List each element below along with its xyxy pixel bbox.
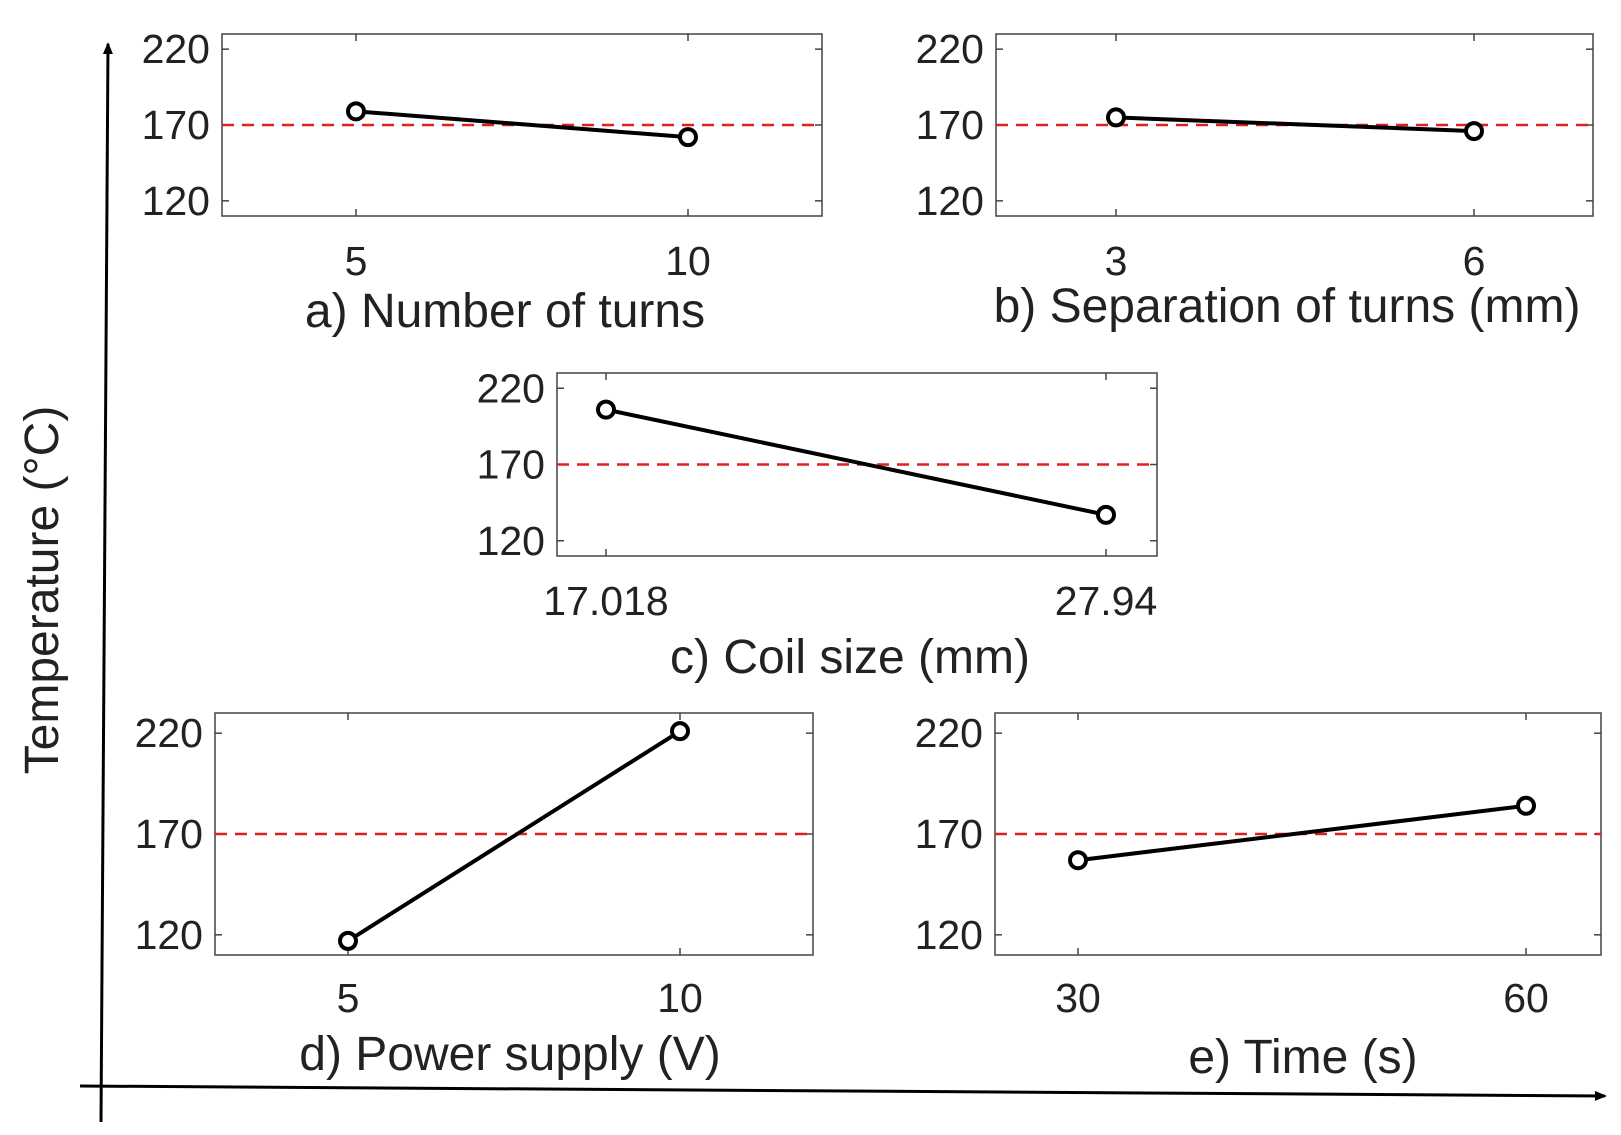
data-point — [1096, 504, 1116, 525]
y-tick-label: 120 — [477, 518, 545, 564]
x-tick-label: 6 — [1463, 238, 1486, 284]
data-point — [678, 127, 698, 148]
y-tick-label: 170 — [135, 811, 203, 857]
y-tick-label: 170 — [142, 102, 210, 148]
data-point — [1106, 107, 1126, 128]
data-point — [1516, 795, 1536, 816]
data-point — [346, 101, 366, 122]
y-tick-label: 220 — [135, 710, 203, 756]
x-tick-label: 60 — [1503, 975, 1549, 1021]
data-point — [338, 930, 358, 951]
x-tick-label: 10 — [657, 975, 703, 1021]
panel-a: 220 170 120 5 10a) Number of turns — [142, 26, 823, 338]
panel-xlabel: b) Separation of turns (mm) — [994, 280, 1581, 333]
x-tick-label: 10 — [665, 238, 711, 284]
panel-b: 220 170 120 3 6b) Separation of turns (mm) — [916, 26, 1594, 333]
series-line — [1077, 803, 1527, 863]
panel-c: 220 170 120 17.018 27.94 c) Coil size (mm) — [477, 365, 1158, 684]
y-tick-label: 220 — [142, 26, 210, 72]
data-point — [670, 721, 690, 742]
figure-x-axis-arrow — [79, 1084, 1607, 1101]
series-line — [346, 729, 682, 943]
x-tick-label: 17.018 — [543, 578, 668, 624]
y-tick-label: 220 — [915, 710, 983, 756]
panel-d: 220 170 120 5 10 d) Power supply (V) — [135, 710, 814, 1081]
series-line — [355, 109, 689, 140]
data-point — [1464, 121, 1484, 142]
y-tick-label: 120 — [915, 912, 983, 958]
x-tick-label: 5 — [345, 238, 368, 284]
data-point — [1068, 850, 1088, 871]
y-tick-label: 120 — [916, 178, 984, 224]
figure-y-axis-arrow — [99, 42, 113, 1123]
y-tick-label: 170 — [477, 442, 545, 488]
panel-xlabel: a) Number of turns — [305, 285, 705, 338]
x-tick-label: 30 — [1055, 975, 1101, 1021]
series-line — [605, 407, 1107, 517]
y-tick-label: 170 — [916, 102, 984, 148]
y-tick-label: 120 — [142, 178, 210, 224]
series-line — [1115, 115, 1475, 134]
y-tick-label: 220 — [916, 26, 984, 72]
x-tick-label: 27.94 — [1055, 578, 1158, 624]
y-tick-label: 120 — [135, 912, 203, 958]
panel-xlabel: d) Power supply (V) — [299, 1028, 720, 1081]
panel-xlabel: e) Time (s) — [1188, 1031, 1417, 1084]
y-tick-label: 170 — [915, 811, 983, 857]
figure-y-label: Temperature (°C) — [16, 406, 69, 775]
x-tick-label: 3 — [1105, 238, 1128, 284]
panel-xlabel: c) Coil size (mm) — [670, 631, 1030, 684]
panel-e: 220 170 120 30 60 e) Time (s) — [915, 710, 1602, 1084]
y-tick-label: 220 — [477, 365, 545, 411]
x-tick-label: 5 — [337, 975, 360, 1021]
data-point — [596, 399, 616, 420]
